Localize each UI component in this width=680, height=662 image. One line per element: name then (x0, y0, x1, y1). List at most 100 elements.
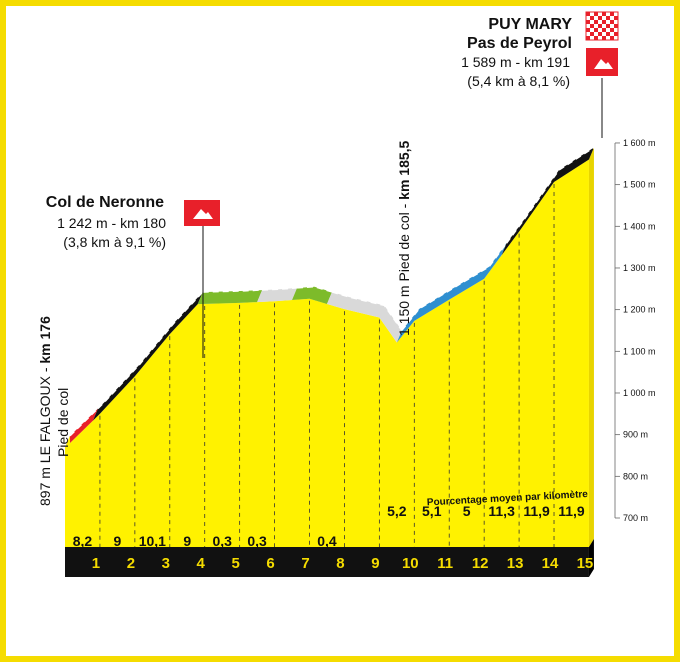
km-label: 8 (336, 555, 344, 572)
y-tick-label: 800 m (623, 471, 648, 481)
profile-centerline (506, 146, 595, 244)
km-label: 9 (371, 555, 379, 572)
grade-label: 9 (113, 533, 121, 549)
checker-square (606, 32, 610, 36)
grade-label: 5,2 (387, 503, 407, 519)
km-label: 14 (542, 555, 559, 572)
summit-line1: 1 589 m - km 191 (461, 54, 570, 70)
profile-centerline (69, 408, 99, 437)
profile-centerline (97, 291, 204, 410)
checker-square (586, 28, 590, 32)
peyrol-foot-annotation: 1 150 m Pied de col - km 185,5 (396, 140, 412, 336)
checker-square (598, 24, 602, 28)
profile-segment (197, 290, 263, 305)
km-label: 3 (162, 555, 170, 572)
start-km-text: km 176 (37, 316, 53, 364)
start-annotation: 897 m LE FALGOUX - km 176 (37, 316, 53, 506)
peyrol-foot-km-text: km 185,5 (396, 140, 412, 199)
checker-square (590, 16, 594, 20)
profile-centerline (262, 287, 298, 291)
y-tick-label: 1 100 m (623, 346, 656, 356)
km-axis-side (588, 539, 594, 577)
checker-square (586, 36, 590, 40)
checker-square (610, 12, 614, 16)
profile-start-face (65, 435, 70, 547)
checker-square (606, 24, 610, 28)
checker-square (614, 32, 618, 36)
km-label: 4 (197, 555, 206, 572)
km-label: 7 (301, 555, 309, 572)
y-tick-label: 700 m (623, 513, 648, 523)
checker-square (590, 24, 594, 28)
checker-square (594, 20, 598, 24)
profile-centerline (296, 286, 333, 293)
grade-label: 5 (463, 503, 471, 519)
profile-segment (65, 408, 98, 448)
profile-segment (292, 286, 332, 304)
checker-square (614, 16, 618, 20)
checker-square (598, 32, 602, 36)
grade-label: 5,1 (422, 503, 442, 519)
start-sub-text: Pied de col (55, 388, 71, 457)
grade-label: 0,3 (212, 533, 232, 549)
checker-square (586, 12, 590, 16)
y-tick-label: 1 500 m (623, 180, 656, 190)
km-label: 11 (437, 555, 453, 572)
grade-label: 11,3 (488, 503, 515, 519)
neronne-line2: (3,8 km à 9,1 %) (63, 234, 166, 250)
y-tick-label: 1 200 m (623, 305, 656, 315)
grade-label: 11,9 (558, 503, 585, 519)
checker-square (602, 28, 606, 32)
grade-label: 10,1 (139, 533, 166, 549)
checker-square (594, 28, 598, 32)
km-label: 13 (507, 555, 524, 572)
y-tick-label: 1 400 m (623, 221, 656, 231)
grade-label: 0,4 (317, 533, 337, 549)
profile-segment (396, 243, 507, 343)
checker-square (610, 36, 614, 40)
y-tick-label: 1 000 m (623, 388, 656, 398)
y-tick-label: 900 m (623, 430, 648, 440)
checker-square (594, 12, 598, 16)
neronne-line1: 1 242 m - km 180 (57, 215, 166, 231)
checker-square (594, 36, 598, 40)
km-label: 10 (402, 555, 419, 572)
km-label: 12 (472, 555, 489, 572)
grade-label: 8,2 (73, 533, 93, 549)
profile-area (65, 159, 589, 547)
km-label: 6 (266, 555, 274, 572)
profile-segment (257, 287, 298, 303)
start-altitude-text: 897 m LE FALGOUX - (37, 364, 53, 506)
checker-square (602, 12, 606, 16)
y-tick-label: 1 300 m (623, 263, 656, 273)
profile-side (588, 147, 594, 547)
mountain-flag-icon (184, 200, 220, 226)
km-axis-base (65, 547, 589, 577)
y-tick-label: 1 600 m (623, 138, 656, 148)
checker-square (606, 16, 610, 20)
km-label: 2 (127, 555, 135, 572)
checker-square (586, 20, 590, 24)
profile-segment (501, 147, 594, 256)
km-label: 5 (231, 555, 239, 572)
checker-square (610, 28, 614, 32)
summit-name-1: PUY MARY (488, 16, 572, 33)
summit-name-2: Pas de Peyrol (467, 35, 572, 52)
finish-checkered-flag-icon (585, 11, 619, 41)
neronne-name: Col de Neronne (46, 194, 164, 211)
checker-square (602, 20, 606, 24)
profile-centerline (202, 289, 263, 293)
checker-square (598, 16, 602, 20)
km-label: 15 (577, 555, 594, 572)
km-label: 1 (92, 555, 100, 572)
checker-square (590, 32, 594, 36)
profile-segment (92, 292, 203, 421)
profile-segment (326, 291, 402, 343)
checker-square (610, 20, 614, 24)
grade-label: 11,9 (523, 503, 550, 519)
grade-label: 0,3 (247, 533, 267, 549)
peyrol-foot-altitude-text: 1 150 m Pied de col - (396, 200, 412, 336)
checker-square (614, 24, 618, 28)
